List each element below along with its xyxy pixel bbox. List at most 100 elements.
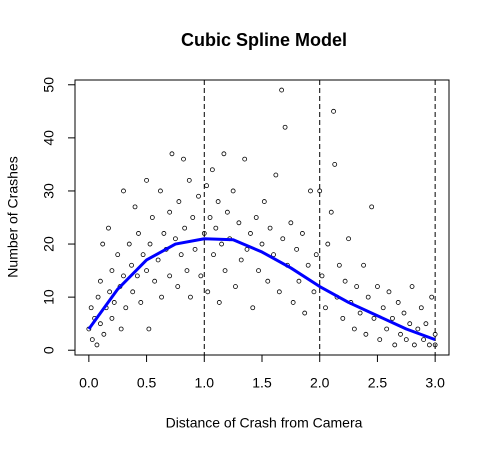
- plot-box: [74, 79, 450, 356]
- point: [155, 257, 161, 263]
- point: [152, 278, 158, 284]
- point: [250, 305, 256, 311]
- point: [175, 284, 181, 289]
- point: [336, 262, 342, 268]
- point: [121, 273, 126, 279]
- x-tick-label: 0.0: [79, 375, 99, 391]
- point: [167, 209, 173, 215]
- point: [138, 300, 144, 305]
- point: [132, 204, 138, 210]
- point: [361, 262, 366, 268]
- point: [100, 241, 106, 247]
- point: [209, 167, 215, 173]
- point: [300, 231, 305, 236]
- point: [328, 209, 334, 215]
- point: [219, 241, 224, 247]
- point: [196, 193, 201, 199]
- point: [88, 305, 94, 311]
- y-tick-label: 10: [41, 289, 57, 305]
- y-tick-label: 20: [41, 236, 57, 252]
- point: [407, 321, 413, 327]
- y-tick-label: 50: [41, 77, 57, 93]
- point: [392, 342, 398, 348]
- point: [111, 300, 117, 305]
- point: [354, 284, 360, 289]
- point: [238, 257, 244, 263]
- point: [94, 342, 100, 348]
- point: [401, 310, 407, 316]
- point: [403, 337, 409, 343]
- point: [204, 183, 209, 189]
- point: [271, 252, 276, 258]
- point: [265, 278, 271, 284]
- point: [357, 310, 363, 316]
- point: [282, 124, 288, 130]
- point: [186, 177, 192, 183]
- point: [205, 289, 211, 295]
- point: [386, 289, 392, 295]
- point: [342, 278, 348, 284]
- point: [323, 305, 328, 311]
- point: [188, 294, 193, 300]
- y-tick-label: 30: [41, 183, 57, 199]
- spline-fit: [87, 237, 436, 342]
- point: [211, 252, 216, 258]
- point: [363, 331, 369, 337]
- point: [236, 220, 242, 226]
- point: [432, 342, 438, 348]
- point: [106, 225, 111, 231]
- point: [107, 289, 113, 295]
- point: [215, 199, 221, 204]
- point: [365, 294, 371, 300]
- y-tick-label: 40: [41, 130, 57, 146]
- point: [421, 337, 427, 343]
- point: [242, 156, 248, 162]
- point: [230, 188, 236, 194]
- point: [182, 225, 188, 231]
- x-tick-label: 2.5: [368, 375, 388, 391]
- point: [290, 300, 296, 305]
- x-tick-label: 3.0: [425, 375, 445, 391]
- point: [332, 162, 338, 167]
- point: [123, 305, 129, 311]
- point: [253, 215, 259, 220]
- point: [280, 236, 286, 242]
- point: [375, 284, 380, 289]
- point: [192, 246, 198, 252]
- point: [288, 220, 294, 226]
- point: [109, 315, 115, 321]
- x-tick-label: 0.5: [137, 375, 157, 391]
- point: [276, 289, 282, 295]
- point: [222, 268, 228, 273]
- point: [173, 236, 178, 242]
- point: [259, 241, 265, 247]
- point: [109, 268, 115, 273]
- point: [181, 156, 186, 162]
- point: [159, 294, 164, 300]
- point: [136, 231, 141, 236]
- point: [351, 326, 357, 332]
- point: [371, 315, 377, 321]
- point: [390, 315, 395, 321]
- point: [340, 315, 346, 321]
- point: [331, 108, 336, 114]
- point: [95, 294, 101, 300]
- point: [432, 331, 438, 337]
- point: [207, 215, 213, 220]
- point: [256, 268, 261, 273]
- point: [423, 321, 429, 327]
- point: [398, 331, 403, 337]
- point: [149, 215, 155, 220]
- point: [167, 273, 173, 279]
- y-tick-label: 0: [41, 346, 57, 354]
- point: [369, 204, 375, 210]
- point: [395, 300, 401, 305]
- x-tick-label: 2.0: [310, 375, 330, 391]
- point: [294, 246, 300, 252]
- point: [273, 172, 279, 178]
- point: [296, 278, 302, 284]
- point: [126, 241, 132, 247]
- point: [213, 225, 219, 231]
- point: [418, 305, 424, 311]
